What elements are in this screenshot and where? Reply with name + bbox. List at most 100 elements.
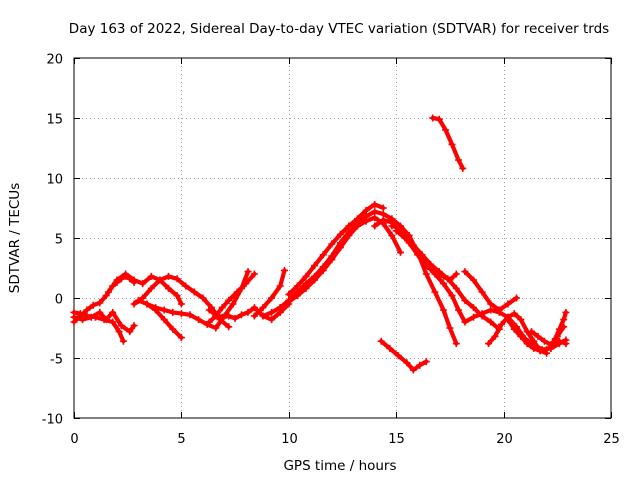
data-point <box>152 304 160 312</box>
x-axis-label: GPS time / hours <box>283 458 396 474</box>
data-point <box>109 318 117 326</box>
data-point <box>371 208 379 216</box>
data-point <box>79 316 87 324</box>
data-point <box>76 310 84 318</box>
data-point <box>530 344 538 352</box>
data-point <box>229 300 237 308</box>
data-point <box>238 311 245 319</box>
data-point <box>371 214 379 222</box>
series-line-arc-11 <box>260 215 403 319</box>
data-point <box>160 316 168 324</box>
data-point <box>555 325 563 333</box>
data-point <box>113 276 121 284</box>
data-point <box>336 230 344 238</box>
data-point <box>517 316 525 324</box>
data-point <box>225 296 233 304</box>
x-tick-label: 20 <box>496 432 513 447</box>
data-point <box>470 313 477 321</box>
data-point <box>427 265 435 273</box>
data-point <box>102 292 110 300</box>
data-point <box>218 313 226 321</box>
data-point <box>302 280 310 288</box>
y-tick-label: -5 <box>50 353 63 368</box>
series-line-arc-5 <box>132 274 231 329</box>
data-point <box>371 200 379 208</box>
data-point <box>478 312 486 320</box>
chart-title: Day 163 of 2022, Sidereal Day-to-day VTE… <box>69 21 609 37</box>
data-point <box>530 337 538 345</box>
data-point <box>362 212 370 220</box>
y-axis: -10 -5 0 5 10 15 20 <box>42 53 611 428</box>
data-point <box>523 340 531 348</box>
data-point <box>147 284 155 292</box>
data-point <box>377 337 385 345</box>
data-point <box>102 316 110 324</box>
data-point <box>126 328 134 336</box>
data-point <box>130 300 138 308</box>
data-point <box>89 301 97 309</box>
data-point <box>433 270 441 278</box>
data-point <box>190 288 198 296</box>
data-point <box>130 276 138 284</box>
data-point <box>233 288 241 296</box>
data-point <box>551 335 559 343</box>
data-point <box>117 322 125 330</box>
data-point <box>218 304 226 312</box>
data-point <box>250 312 258 320</box>
data-point <box>268 316 276 324</box>
data-point <box>354 215 361 223</box>
y-tick-label: 10 <box>46 173 63 188</box>
x-tick-label: 10 <box>281 432 298 447</box>
data-point <box>386 344 394 352</box>
data-point <box>104 288 112 296</box>
data-point <box>416 361 424 369</box>
data-point <box>397 224 404 232</box>
data-point <box>119 337 127 345</box>
data-point <box>225 323 233 331</box>
data-point <box>547 344 555 352</box>
data-point <box>244 308 252 316</box>
data-point <box>173 292 181 300</box>
data-point <box>517 332 525 340</box>
data-point <box>242 280 250 288</box>
data-point <box>504 316 512 324</box>
data-point <box>83 306 91 314</box>
data-point <box>281 266 288 274</box>
data-point <box>134 296 142 304</box>
series-group <box>70 114 570 374</box>
data-point <box>397 248 404 256</box>
data-point <box>259 304 267 312</box>
data-point <box>302 272 310 280</box>
data-point <box>379 216 387 224</box>
data-point <box>293 282 301 290</box>
x-axis: 0 5 10 15 20 25 <box>70 58 620 447</box>
data-point <box>96 299 104 307</box>
data-point <box>420 260 428 268</box>
data-point <box>448 140 456 148</box>
data-point <box>205 318 213 326</box>
data-point <box>169 325 177 333</box>
data-point <box>70 313 78 321</box>
data-point <box>487 318 495 326</box>
data-point <box>195 316 203 324</box>
data-point <box>293 288 301 296</box>
data-point <box>109 308 117 316</box>
data-point <box>276 304 284 312</box>
data-point <box>165 272 172 280</box>
data-point <box>212 324 220 332</box>
data-point <box>250 270 258 278</box>
data-point <box>336 239 344 247</box>
y-tick-label: 15 <box>46 113 63 128</box>
data-point <box>328 252 336 260</box>
data-point <box>513 294 520 302</box>
data-point <box>461 318 469 326</box>
data-point <box>130 322 138 330</box>
data-point <box>394 352 402 360</box>
data-point <box>276 282 284 290</box>
data-point <box>165 284 172 292</box>
data-point <box>177 310 185 318</box>
data-point <box>440 306 447 314</box>
data-point <box>543 346 551 354</box>
data-point <box>442 126 450 134</box>
